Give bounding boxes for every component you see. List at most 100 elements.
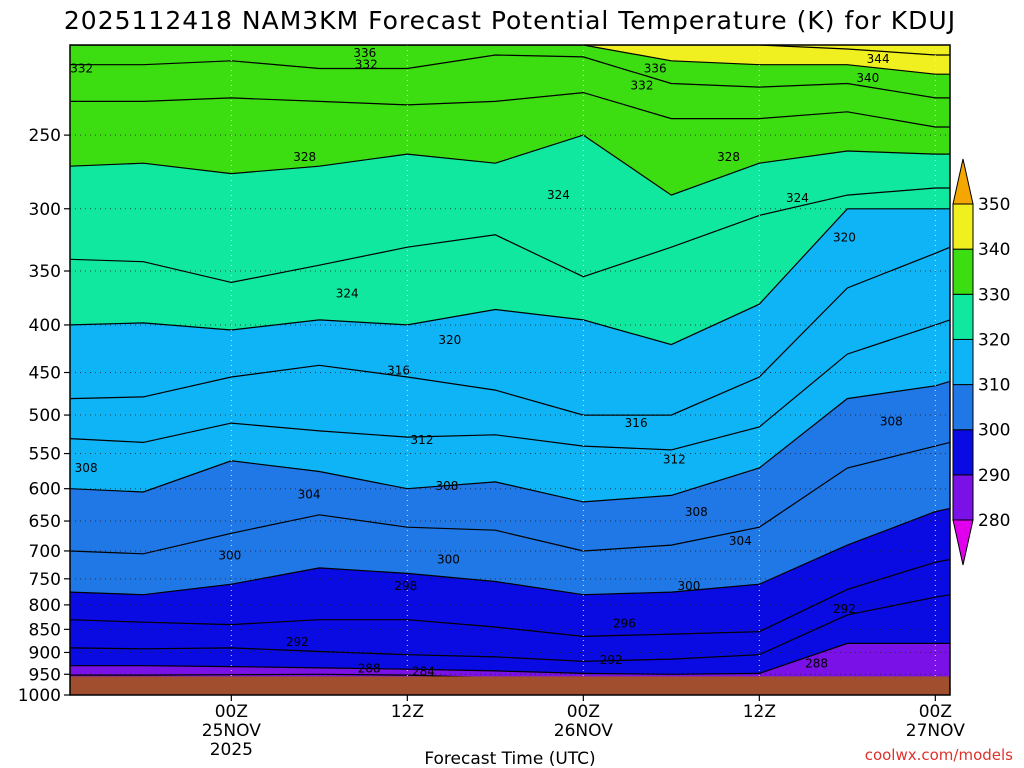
colorbar-segment — [952, 248, 974, 295]
contour-label: 324 — [786, 191, 809, 205]
theta-band — [70, 559, 950, 662]
theta-shaded-bands — [70, 45, 950, 695]
x-axis-label: Forecast Time (UTC) — [424, 749, 595, 768]
contour-label: 340 — [856, 71, 879, 85]
y-tick-label: 600 — [29, 480, 61, 500]
y-tick-label: 400 — [29, 316, 61, 336]
contour-label: 324 — [547, 188, 570, 202]
y-tick-label: 350 — [29, 262, 61, 282]
contour-label: 336 — [644, 62, 667, 76]
contour-label: 320 — [438, 333, 461, 347]
isentrope-line — [70, 507, 950, 596]
theta-band — [70, 45, 950, 55]
y-tick-label: 900 — [29, 643, 61, 663]
x-tick-label: 12Z — [391, 702, 424, 722]
colorbar-label: 350 — [978, 195, 1010, 215]
contour-label: 300 — [677, 579, 700, 593]
isentrope-line — [70, 246, 950, 416]
contour-label: 328 — [293, 150, 316, 164]
ground-below-surface — [70, 676, 950, 695]
contour-label: 332 — [631, 78, 654, 92]
contour-label: 336 — [353, 46, 376, 60]
isentrope-line — [70, 319, 950, 451]
contour-label: 308 — [880, 414, 903, 428]
isentrope-line — [70, 208, 950, 346]
theta-band — [70, 319, 950, 502]
y-tick-label: 250 — [29, 126, 61, 146]
isentrope-line — [70, 187, 950, 284]
y-tick-label: 550 — [29, 445, 61, 465]
y-tick-label: 450 — [29, 364, 61, 384]
colorbar-segment — [952, 384, 974, 431]
y-tick-label: 850 — [29, 620, 61, 640]
x-tick-label: 25NOV — [202, 721, 261, 741]
colorbar-bottom-arrow — [952, 519, 974, 566]
colorbar-segment — [952, 338, 974, 386]
contour-label: 312 — [663, 452, 686, 466]
contour-label: 308 — [435, 479, 458, 493]
theta-band — [70, 594, 950, 675]
isentrope-line — [70, 54, 950, 99]
isentrope-line — [70, 134, 950, 196]
contour-label: 292 — [286, 635, 309, 649]
colorbar-segment — [952, 203, 974, 250]
theta-band — [70, 45, 950, 75]
x-tick-label: 2025 — [210, 740, 253, 760]
isentrope-line — [70, 558, 950, 638]
y-tick-label: 1000 — [18, 686, 61, 706]
contour-label: 292 — [600, 653, 623, 667]
theta-band — [70, 55, 950, 127]
isentrope-line — [70, 45, 950, 56]
contour-label: 316 — [625, 416, 648, 430]
x-tick-label: 26NOV — [554, 721, 613, 741]
colorbar-label: 310 — [978, 376, 1010, 396]
y-tick-label: 950 — [29, 665, 61, 685]
colorbar-segment — [952, 474, 974, 521]
colorbar-label: 330 — [978, 285, 1010, 305]
y-tick-label: 700 — [29, 542, 61, 562]
isentrope-line — [70, 594, 950, 662]
theta-band — [70, 442, 950, 595]
isentrope-line — [70, 45, 950, 75]
isentrope-line — [70, 91, 950, 128]
colorbar-label: 320 — [978, 330, 1010, 350]
contour-label: 296 — [613, 617, 636, 631]
y-tick-label: 750 — [29, 570, 61, 590]
isentrope-line — [70, 642, 950, 675]
isentrope-line — [70, 380, 950, 503]
y-tick-label: 500 — [29, 406, 61, 426]
plot-frame — [69, 44, 951, 696]
colorbar-segment — [952, 429, 974, 476]
contour-label: 324 — [336, 286, 359, 300]
chart-title: 2025112418 NAM3KM Forecast Potential Tem… — [64, 6, 956, 35]
theta-band — [70, 92, 950, 196]
contour-label: 344 — [867, 52, 890, 66]
theta-band — [70, 188, 950, 345]
theta-band — [70, 208, 950, 416]
contour-label: 288 — [358, 661, 381, 675]
theta-band — [70, 45, 950, 98]
colorbar-label: 300 — [978, 421, 1010, 441]
contour-label: 300 — [437, 553, 460, 567]
colorbar: 280 290 300 310 320 330 340 350 — [952, 158, 1010, 566]
contour-label: 316 — [387, 364, 410, 378]
y-tick-label: 650 — [29, 512, 61, 532]
colorbar-label: 340 — [978, 240, 1010, 260]
contour-label: 308 — [75, 461, 98, 475]
contour-label: 304 — [729, 534, 752, 548]
contour-label: 332 — [70, 62, 93, 76]
contour-label: 298 — [394, 579, 417, 593]
x-tick-label: 00Z — [919, 702, 952, 722]
contour-label: 320 — [833, 230, 856, 244]
x-tick-label: 27NOV — [906, 721, 965, 741]
colorbar-label: 280 — [978, 511, 1010, 531]
x-tick-label: 12Z — [743, 702, 776, 722]
contour-label: 300 — [218, 549, 241, 563]
contour-label: 284 — [412, 664, 435, 678]
x-tick-label: 00Z — [567, 702, 600, 722]
colorbar-top-arrow — [952, 158, 974, 205]
contour-label: 308 — [685, 505, 708, 519]
